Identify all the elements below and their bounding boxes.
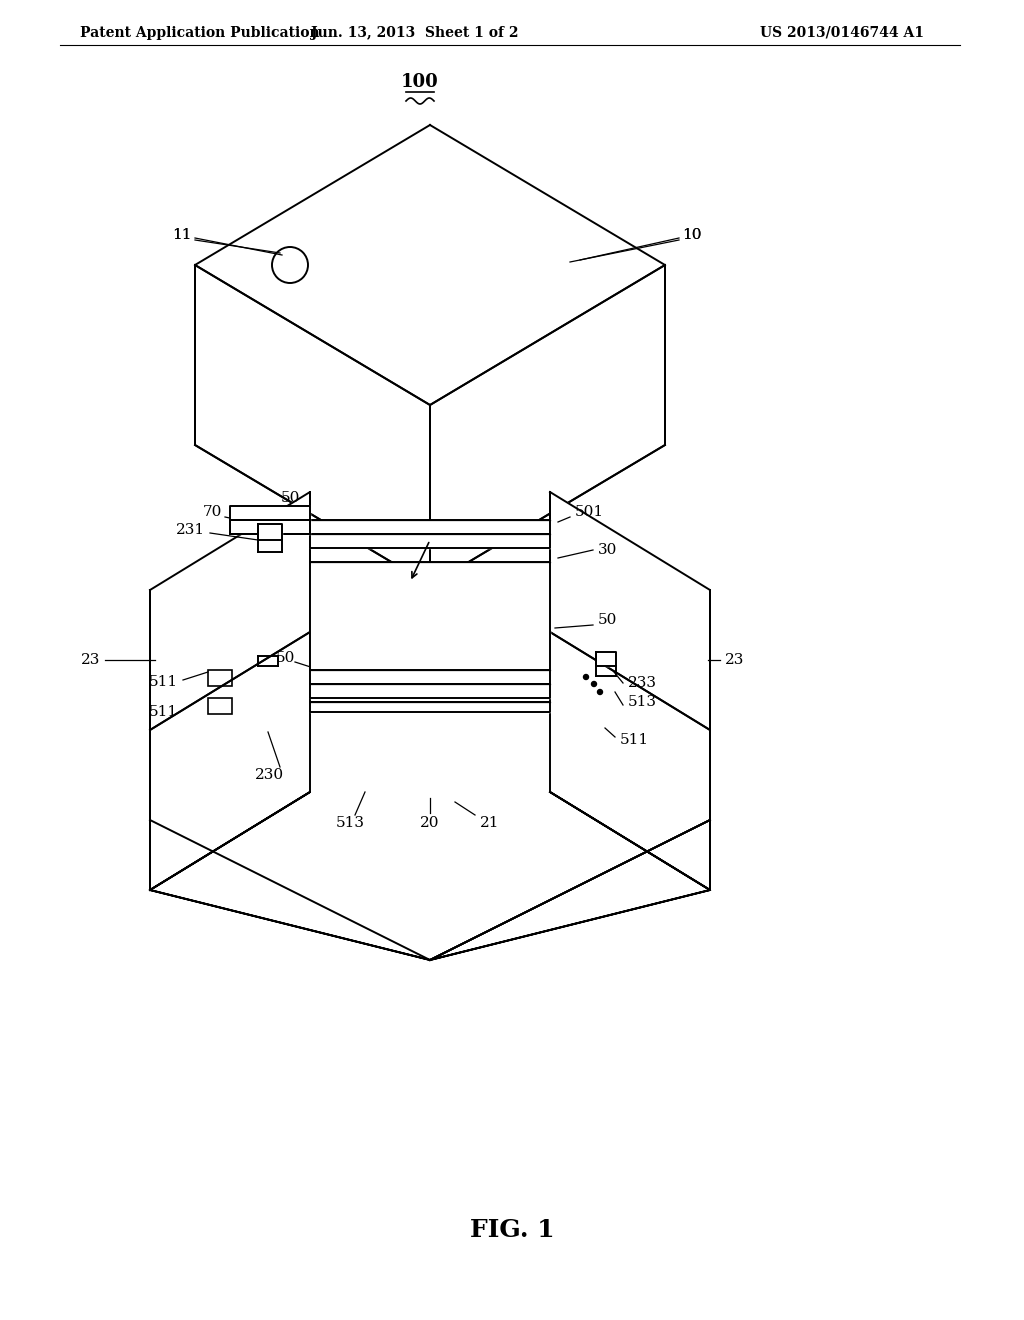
Polygon shape <box>150 820 710 960</box>
Polygon shape <box>310 684 550 698</box>
Polygon shape <box>550 632 710 890</box>
Text: 70: 70 <box>203 506 222 519</box>
Text: 511: 511 <box>148 705 178 719</box>
Polygon shape <box>230 506 310 520</box>
Polygon shape <box>195 125 665 405</box>
Text: 11: 11 <box>172 228 193 242</box>
Polygon shape <box>230 520 310 535</box>
Polygon shape <box>430 265 665 585</box>
Text: 50: 50 <box>275 651 295 665</box>
Text: 11: 11 <box>172 228 193 242</box>
Polygon shape <box>550 492 710 730</box>
Text: 23: 23 <box>725 653 744 667</box>
Text: 50: 50 <box>281 491 300 506</box>
Text: 30: 30 <box>598 543 617 557</box>
Polygon shape <box>310 562 550 702</box>
Text: 513: 513 <box>628 696 657 709</box>
Text: Jun. 13, 2013  Sheet 1 of 2: Jun. 13, 2013 Sheet 1 of 2 <box>311 26 519 40</box>
Polygon shape <box>310 535 550 548</box>
Text: 501: 501 <box>575 506 604 519</box>
Text: US 2013/0146744 A1: US 2013/0146744 A1 <box>760 26 924 40</box>
Text: 511: 511 <box>620 733 649 747</box>
Text: FIG. 1: FIG. 1 <box>470 1218 554 1242</box>
Polygon shape <box>310 671 550 684</box>
Polygon shape <box>310 702 550 711</box>
Bar <box>208 671 232 686</box>
Text: Patent Application Publication: Patent Application Publication <box>80 26 319 40</box>
Polygon shape <box>596 652 616 667</box>
Polygon shape <box>195 265 430 585</box>
Polygon shape <box>258 524 282 540</box>
Text: 100: 100 <box>401 73 439 91</box>
Text: 50: 50 <box>598 612 617 627</box>
Text: 10: 10 <box>682 228 701 242</box>
Text: 231: 231 <box>176 523 205 537</box>
Circle shape <box>597 689 602 694</box>
Text: 511: 511 <box>148 675 178 689</box>
Polygon shape <box>310 520 550 535</box>
Text: 230: 230 <box>255 768 285 781</box>
Circle shape <box>592 681 597 686</box>
Text: 21: 21 <box>480 816 500 830</box>
Text: 20: 20 <box>420 816 439 830</box>
Text: 23: 23 <box>81 653 100 667</box>
Polygon shape <box>150 632 310 890</box>
Text: 513: 513 <box>336 816 365 830</box>
Polygon shape <box>150 492 310 730</box>
Circle shape <box>584 675 589 680</box>
Text: 10: 10 <box>682 228 701 242</box>
Bar <box>208 698 232 714</box>
Text: 233: 233 <box>628 676 657 690</box>
